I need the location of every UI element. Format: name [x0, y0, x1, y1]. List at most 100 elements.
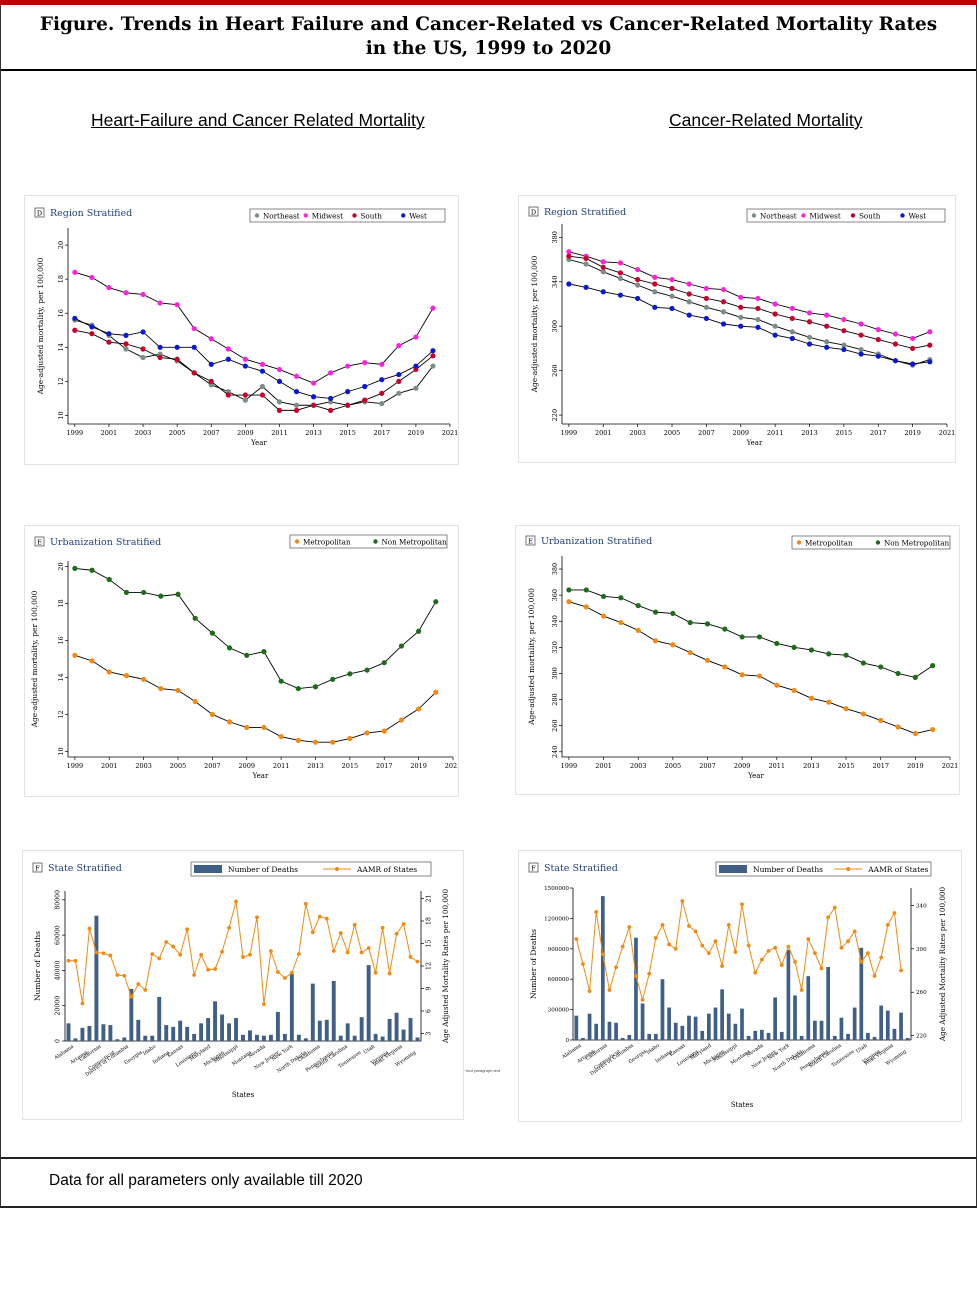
data-point-west	[703, 315, 709, 322]
legend-label-metropolitan: Metropolitan	[303, 537, 351, 546]
panel-letter-box	[32, 862, 43, 873]
y-tick-label: 220	[551, 409, 559, 421]
bar-deaths	[122, 1037, 127, 1041]
bar-deaths	[394, 1012, 399, 1041]
y-tick-label: 1200000	[544, 916, 569, 922]
data-point-south	[310, 402, 317, 408]
y-tick-label: 20000	[55, 996, 62, 1016]
data-point-west	[225, 356, 231, 362]
bar-deaths	[885, 1010, 890, 1040]
data-point-non_metropolitan	[895, 670, 901, 677]
panel-letter-box	[525, 535, 536, 546]
y2-tick-label: 220	[916, 1034, 927, 1040]
legend-marker-non_metropolitan	[373, 539, 378, 544]
data-point-south	[892, 341, 899, 347]
x-tick-label: 2009	[238, 762, 255, 770]
x-tick-label: 2011	[273, 762, 290, 770]
series-line-west	[568, 283, 930, 365]
aamr-point	[700, 943, 705, 948]
data-point-northeast	[379, 400, 385, 407]
data-point-west	[583, 284, 589, 290]
x-tick-label: 2021	[442, 429, 458, 437]
data-point-non_metropolitan	[878, 664, 884, 670]
data-point-south	[738, 304, 744, 310]
x-tick-label: 2019	[904, 429, 921, 437]
y-tick-label: 14	[57, 343, 65, 351]
data-point-south	[635, 276, 641, 283]
aamr-point	[581, 962, 585, 966]
data-point-west	[157, 344, 163, 350]
data-point-west	[824, 344, 830, 350]
data-point-south	[669, 285, 675, 292]
panel-hf-urban: E Urbanization Stratified Metropolitan Non …	[24, 525, 459, 797]
data-point-midwest	[927, 329, 933, 335]
legend-label-west: West	[909, 211, 927, 220]
watermark-text: Your paragraph text	[465, 1068, 500, 1073]
panel-letter: F	[531, 865, 536, 873]
data-point-northeast	[858, 346, 864, 353]
data-point-metropolitan	[756, 673, 763, 679]
bar-deaths	[687, 1015, 691, 1040]
data-point-midwest	[276, 366, 283, 373]
data-point-south	[617, 270, 624, 276]
data-point-south	[720, 299, 727, 305]
state-label: Nevada	[247, 1044, 266, 1060]
data-point-metropolitan	[860, 711, 866, 717]
legend-box	[190, 861, 432, 877]
data-point-west	[875, 353, 881, 359]
data-point-metropolitan	[158, 685, 164, 692]
legend-label-deaths: Number of Deaths	[228, 865, 298, 874]
aamr-point	[199, 952, 204, 957]
bar-deaths	[234, 1018, 238, 1041]
bar-deaths	[345, 1023, 350, 1041]
bar-deaths	[866, 1032, 870, 1040]
aamr-point	[832, 905, 837, 910]
aamr-point	[753, 970, 758, 975]
data-point-west	[345, 389, 351, 395]
y2-axis-title: Age Adjusted Mortality Rates per 100,000	[441, 889, 450, 1045]
data-point-south	[755, 305, 761, 312]
bar-deaths	[720, 989, 724, 1040]
y2-tick-label: 15	[426, 940, 433, 948]
legend-label-south: South	[361, 211, 383, 220]
panel-letter: E	[37, 539, 42, 547]
x-tick-label: 2019	[408, 429, 425, 437]
bar-deaths	[171, 1026, 176, 1041]
data-point-south	[600, 264, 606, 270]
aamr-point	[826, 915, 831, 920]
aamr-point	[859, 959, 864, 964]
data-point-metropolitan	[175, 687, 181, 694]
data-point-midwest	[772, 301, 778, 307]
y2-tick-label: 6	[426, 1009, 433, 1013]
aamr-point	[338, 931, 343, 935]
bar-deaths	[766, 1032, 771, 1040]
y-tick-label: 320	[551, 641, 559, 653]
legend-box	[715, 861, 932, 877]
series-line-metropolitan	[74, 654, 437, 743]
state-label: Utah	[363, 1043, 377, 1055]
aamr-point	[282, 976, 287, 980]
data-point-northeast	[276, 399, 283, 405]
x-tick-label: 2005	[664, 429, 681, 437]
x-tick-label: 2009	[732, 429, 749, 437]
aamr-point	[673, 946, 678, 951]
bar-deaths	[574, 1015, 579, 1040]
data-point-northeast	[140, 354, 146, 361]
state-label: Utah	[855, 1042, 869, 1054]
data-point-midwest	[635, 266, 641, 273]
data-point-south	[89, 331, 95, 337]
data-point-south	[927, 342, 933, 348]
data-point-midwest	[157, 300, 163, 306]
bar-deaths	[101, 1024, 106, 1041]
aamr-point	[178, 952, 183, 957]
x-tick-label: 2017	[376, 762, 393, 770]
aamr-point	[241, 955, 245, 959]
data-point-west	[927, 359, 933, 365]
aamr-point	[331, 949, 336, 953]
aamr-point	[108, 953, 113, 958]
aamr-point	[806, 937, 811, 941]
aamr-point	[846, 939, 850, 944]
data-point-midwest	[259, 361, 266, 367]
data-point-midwest	[824, 312, 830, 318]
y2-tick-label: 12	[426, 962, 433, 970]
